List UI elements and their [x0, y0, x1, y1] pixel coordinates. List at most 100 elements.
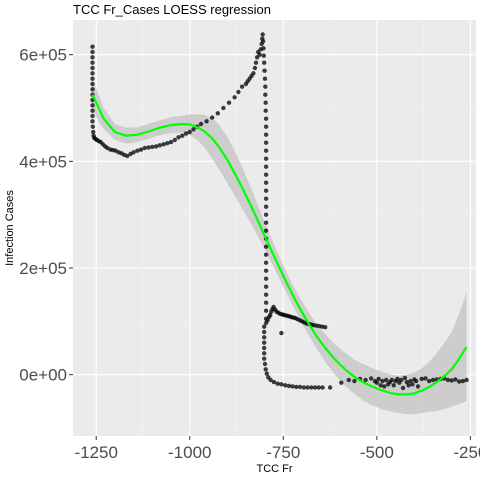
scatter-point: [430, 377, 436, 383]
scatter-point: [262, 324, 267, 329]
scatter-point: [165, 141, 170, 146]
chart-title: TCC Fr_Cases LOESS regression: [73, 2, 271, 17]
scatter-point: [263, 260, 269, 265]
scatter-point: [263, 188, 269, 193]
scatter-point: [263, 300, 269, 305]
scatter-point: [251, 71, 256, 76]
scatter-point: [191, 127, 196, 132]
y-tick-label: 0e+00: [19, 366, 67, 385]
scatter-point: [413, 378, 419, 384]
scatter-point: [262, 340, 267, 345]
scatter-point: [449, 378, 454, 383]
scatter-point: [262, 335, 267, 340]
scatter-point: [91, 129, 96, 135]
scatter-point: [263, 276, 269, 281]
scatter-point: [380, 378, 385, 384]
scatter-point: [378, 383, 383, 388]
scatter-point: [305, 385, 310, 390]
scatter-point: [183, 131, 189, 136]
scatter-point: [327, 385, 333, 390]
scatter-point: [252, 65, 258, 71]
scatter-point: [384, 377, 389, 383]
scatter-point: [263, 212, 269, 217]
scatter-point: [363, 377, 368, 383]
scatter-point: [389, 377, 394, 383]
scatter-point: [352, 378, 357, 384]
scatter-point: [90, 71, 95, 76]
scatter-point: [90, 103, 95, 108]
x-tick-label: -1000: [168, 443, 211, 462]
loess-line: [91, 94, 468, 396]
scatter-point: [263, 252, 269, 257]
scatter-point: [312, 385, 318, 390]
scatter-point: [90, 44, 95, 49]
x-axis-label: TCC Fr: [256, 463, 292, 475]
y-axis-label: Infection Cases: [4, 190, 16, 266]
x-tick-label: -250: [453, 443, 480, 462]
scatter-point: [226, 100, 232, 105]
scatter-point: [406, 383, 411, 388]
scatter-point: [376, 376, 381, 382]
scatter-point: [263, 92, 268, 97]
scatter-point: [138, 147, 144, 152]
scatter-point: [263, 367, 268, 372]
x-axis: -1250 -1000 -750 -500 -250: [74, 436, 480, 462]
scatter-point: [460, 378, 466, 384]
scatter-point: [146, 145, 151, 150]
scatter-point: [221, 105, 226, 111]
scatter-point: [215, 111, 220, 116]
scatter-point: [257, 52, 262, 57]
scatter-points-layer: [90, 32, 469, 391]
scatter-point: [263, 204, 269, 209]
scatter-point: [297, 384, 303, 390]
scatter-point: [263, 124, 269, 129]
scatter-point: [271, 379, 277, 385]
plot-panel: [73, 20, 476, 436]
scatter-point: [286, 383, 292, 389]
scatter-point: [90, 55, 95, 60]
scatter-point: [262, 361, 268, 367]
scatter-point: [176, 135, 181, 140]
scatter-point: [263, 156, 269, 161]
scatter-point: [262, 329, 267, 335]
scatter-point: [263, 172, 269, 177]
scatter-point: [263, 220, 269, 225]
y-tick-label: 6e+05: [19, 46, 67, 65]
scatter-point: [157, 143, 162, 148]
scatter-point: [263, 180, 269, 185]
scatter-point: [263, 84, 268, 89]
scatter-point: [309, 385, 314, 390]
scatter-point: [90, 108, 95, 113]
scatter-point: [263, 244, 269, 249]
scatter-point: [382, 384, 387, 389]
scatter-point: [239, 84, 245, 89]
scatter-point: [316, 385, 321, 390]
scatter-point: [268, 377, 273, 383]
scatter-point: [90, 81, 95, 87]
scatter-point: [263, 196, 269, 201]
scatter-point: [423, 376, 428, 381]
scatter-point: [464, 377, 469, 383]
scatter-point: [262, 356, 267, 361]
scatter-point: [90, 87, 95, 92]
scatter-point: [263, 116, 269, 121]
scatter-point: [263, 164, 269, 169]
scatter-point: [264, 371, 269, 376]
scatter-point: [262, 76, 268, 81]
scatter-point: [168, 139, 174, 145]
scatter-point: [419, 376, 424, 382]
scatter-point: [279, 330, 284, 336]
scatter-point: [391, 383, 396, 388]
scatter-point: [262, 60, 267, 65]
scatter-point: [153, 144, 159, 149]
scatter-point: [263, 228, 269, 233]
scatter-point: [346, 377, 351, 383]
scatter-point: [90, 49, 95, 55]
scatter-point: [374, 380, 379, 385]
scatter-point: [90, 65, 95, 71]
y-tick-label: 2e+05: [19, 259, 67, 278]
scatter-point: [90, 76, 95, 81]
scatter-point: [301, 385, 307, 390]
scatter-point: [90, 124, 96, 129]
